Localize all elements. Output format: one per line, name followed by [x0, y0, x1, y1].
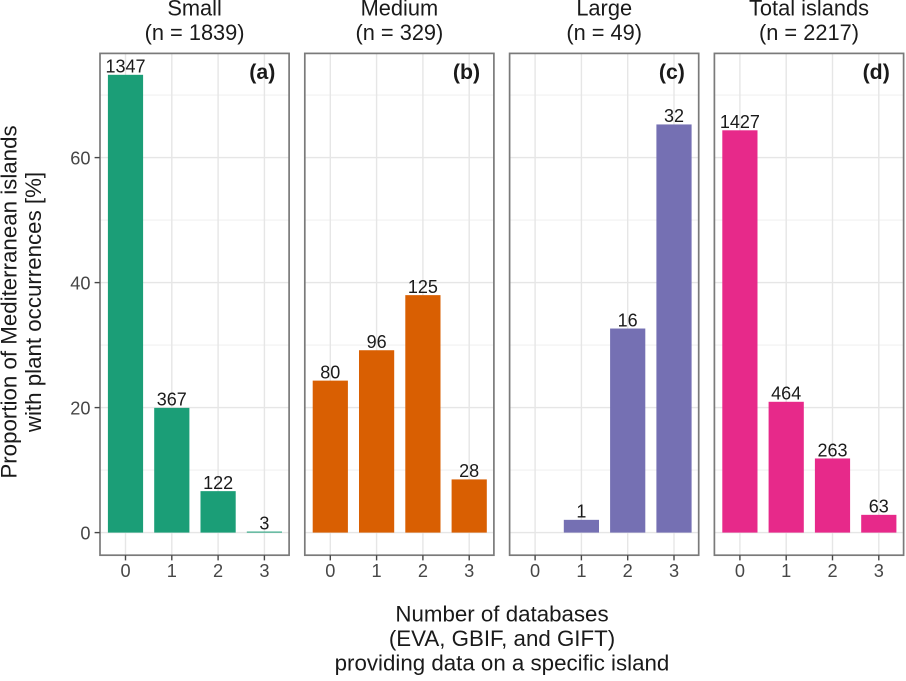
svg-text:32: 32 — [664, 106, 684, 126]
svg-text:2: 2 — [213, 561, 223, 581]
svg-text:0: 0 — [80, 523, 90, 543]
svg-text:1347: 1347 — [105, 57, 145, 77]
svg-text:367: 367 — [157, 390, 187, 410]
svg-text:2: 2 — [418, 561, 428, 581]
svg-text:(d): (d) — [863, 60, 890, 84]
svg-text:3: 3 — [259, 561, 269, 581]
svg-text:Large: Large — [576, 0, 632, 21]
svg-text:Medium: Medium — [361, 0, 439, 21]
svg-text:2: 2 — [623, 561, 633, 581]
svg-text:2: 2 — [827, 561, 837, 581]
svg-text:(n = 49): (n = 49) — [566, 20, 642, 45]
svg-text:(n = 1839): (n = 1839) — [145, 20, 245, 45]
svg-text:3: 3 — [874, 561, 884, 581]
svg-text:16: 16 — [618, 310, 638, 330]
svg-text:1: 1 — [576, 502, 586, 522]
svg-text:96: 96 — [367, 332, 387, 352]
svg-text:464: 464 — [771, 384, 801, 404]
svg-text:Total islands: Total islands — [749, 0, 869, 21]
svg-text:0: 0 — [120, 561, 130, 581]
svg-text:(b): (b) — [453, 60, 480, 84]
svg-text:1: 1 — [576, 561, 586, 581]
svg-text:1: 1 — [167, 561, 177, 581]
svg-text:(c): (c) — [659, 60, 685, 84]
svg-text:263: 263 — [817, 440, 847, 460]
svg-text:3: 3 — [464, 561, 474, 581]
svg-text:60: 60 — [70, 148, 90, 168]
svg-text:1427: 1427 — [720, 112, 760, 132]
svg-text:providing data on a specific i: providing data on a specific island — [335, 651, 670, 676]
svg-text:Small: Small — [167, 0, 222, 21]
svg-text:125: 125 — [408, 277, 438, 297]
svg-text:40: 40 — [70, 273, 90, 293]
svg-text:Proportion of Mediterranean is: Proportion of Mediterranean islands — [0, 125, 21, 478]
svg-text:20: 20 — [70, 398, 90, 418]
svg-text:1: 1 — [372, 561, 382, 581]
svg-text:28: 28 — [459, 461, 479, 481]
svg-text:80: 80 — [320, 362, 340, 382]
svg-text:122: 122 — [203, 473, 233, 493]
svg-text:(a): (a) — [249, 60, 275, 84]
svg-text:(n = 329): (n = 329) — [355, 20, 443, 45]
svg-text:Number of databases: Number of databases — [395, 602, 608, 627]
svg-text:(EVA, GBIF, and GIFT): (EVA, GBIF, and GIFT) — [389, 626, 615, 651]
svg-text:63: 63 — [869, 497, 889, 517]
svg-text:0: 0 — [325, 561, 335, 581]
svg-text:(n = 2217): (n = 2217) — [759, 20, 859, 45]
svg-text:0: 0 — [530, 561, 540, 581]
svg-text:0: 0 — [735, 561, 745, 581]
svg-text:1: 1 — [781, 561, 791, 581]
svg-text:with plant occurrences [%]: with plant occurrences [%] — [21, 172, 46, 433]
svg-text:3: 3 — [259, 513, 269, 533]
svg-text:3: 3 — [669, 561, 679, 581]
